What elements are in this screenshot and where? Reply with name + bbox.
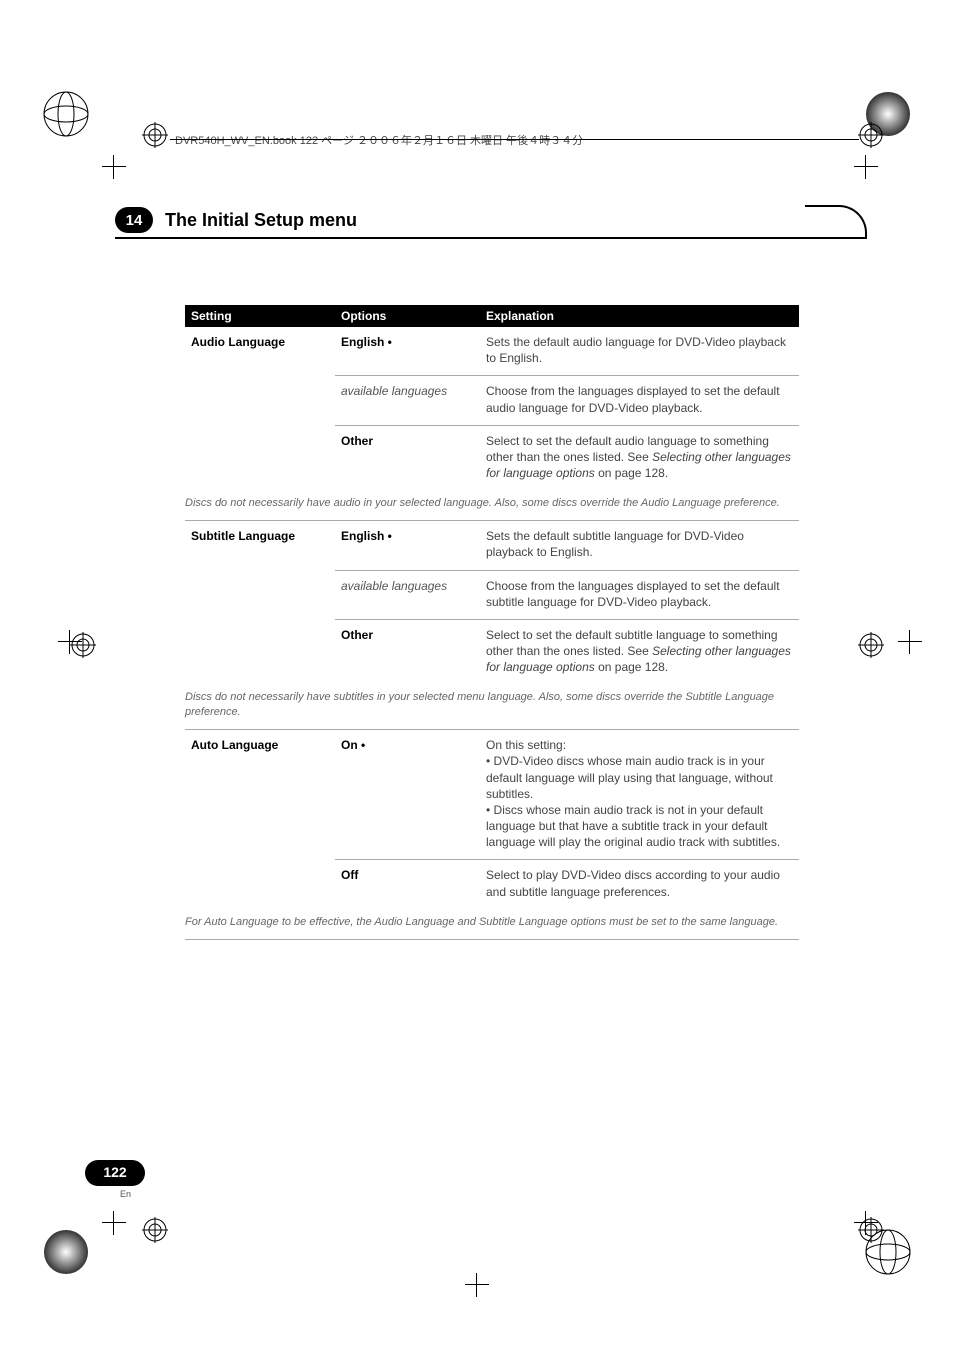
explanation-cell: Select to set the default audio language…: [480, 425, 799, 490]
explanation-cell: Select to play DVD-Video discs according…: [480, 860, 799, 909]
reg-ring-tl: [142, 122, 168, 148]
explanation-cell: Choose from the languages displayed to s…: [480, 376, 799, 425]
option-cell: English •: [335, 327, 480, 376]
explanation-cell: Sets the default audio language for DVD-…: [480, 327, 799, 376]
setting-cell: Auto Language: [185, 730, 335, 909]
header-options: Options: [335, 305, 480, 327]
header-rule: [170, 139, 859, 140]
table-row: Subtitle Language English • Sets the def…: [185, 521, 799, 570]
reg-ring-tr: [858, 122, 884, 148]
setting-cell: Subtitle Language: [185, 521, 335, 685]
chapter-title: The Initial Setup menu: [165, 210, 357, 231]
note-row: Discs do not necessarily have audio in y…: [185, 490, 799, 520]
chapter-rule: [115, 237, 867, 241]
option-cell: On •: [335, 730, 480, 860]
option-cell: available languages: [335, 570, 480, 619]
reg-sphere-bl: [42, 1228, 90, 1276]
explanation-cell: Choose from the languages displayed to s…: [480, 570, 799, 619]
lang-label: En: [120, 1189, 131, 1199]
option-cell: Off: [335, 860, 480, 909]
option-cell: English •: [335, 521, 480, 570]
explanation-cell: Select to set the default subtitle langu…: [480, 619, 799, 684]
table-header-row: Setting Options Explanation: [185, 305, 799, 327]
option-cell: Other: [335, 425, 480, 490]
option-cell: available languages: [335, 376, 480, 425]
reg-ring-mr: [858, 632, 884, 658]
note-row: For Auto Language to be effective, the A…: [185, 909, 799, 939]
page-number: 122: [103, 1164, 126, 1180]
note-cell: For Auto Language to be effective, the A…: [185, 909, 799, 939]
note-row: Discs do not necessarily have subtitles …: [185, 684, 799, 729]
settings-table: Setting Options Explanation Audio Langua…: [185, 305, 799, 940]
reg-ring-br: [858, 1217, 884, 1243]
header-text: DVR540H_WV_EN.book 122 ページ ２００６年２月１６日 木曜…: [175, 132, 583, 148]
explanation-cell: On this setting: • DVD-Video discs whose…: [480, 730, 799, 860]
chapter-header: 14 The Initial Setup menu: [115, 207, 867, 233]
option-cell: Other: [335, 619, 480, 684]
note-cell: Discs do not necessarily have audio in y…: [185, 490, 799, 520]
reg-ring-ml: [70, 632, 96, 658]
chapter-number: 14: [115, 207, 153, 233]
page-number-badge: 122: [85, 1160, 145, 1186]
reg-ring-bl: [142, 1217, 168, 1243]
reg-sphere-tl: [42, 90, 90, 138]
setting-cell: Audio Language: [185, 327, 335, 490]
header-explanation: Explanation: [480, 305, 799, 327]
table-row: Auto Language On • On this setting: • DV…: [185, 730, 799, 860]
explanation-cell: Sets the default subtitle language for D…: [480, 521, 799, 570]
header-setting: Setting: [185, 305, 335, 327]
table-row: Audio Language English • Sets the defaul…: [185, 327, 799, 376]
note-cell: Discs do not necessarily have subtitles …: [185, 684, 799, 729]
